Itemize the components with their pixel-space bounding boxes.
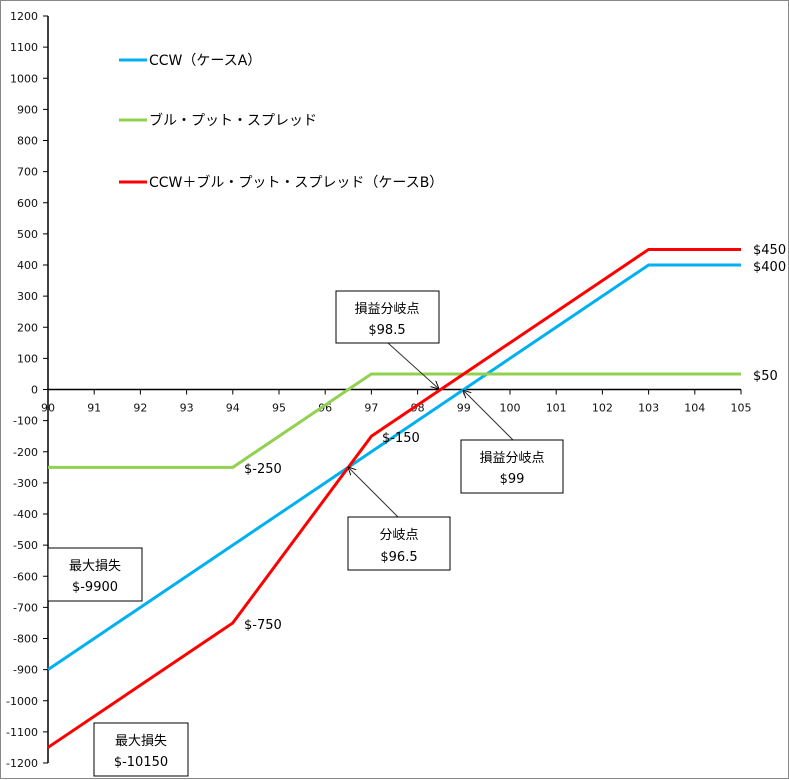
annotation-breakeven-99: 損益分岐点 $99 bbox=[460, 390, 564, 494]
y-tick-label: -1000 bbox=[6, 695, 38, 708]
annotation-value: $99 bbox=[500, 472, 525, 487]
annotation-title: 最大損失 bbox=[69, 559, 121, 574]
y-tick-label: -400 bbox=[13, 508, 38, 521]
annotation-max-loss-a: 最大損失 $-9900 bbox=[47, 547, 143, 602]
annotation-title: 分岐点 bbox=[379, 528, 418, 543]
annotation-box bbox=[460, 439, 564, 494]
x-tick-label: 93 bbox=[180, 402, 194, 415]
legend-label-2: ブル・プット・スプレッド bbox=[149, 112, 317, 129]
annotation-value: $-10150 bbox=[114, 755, 168, 770]
y-tick-label: -700 bbox=[13, 601, 38, 614]
y-tick-label: 200 bbox=[17, 321, 38, 334]
y-tick-label: 800 bbox=[17, 135, 38, 148]
x-tick-label: 105 bbox=[731, 402, 752, 415]
x-tick-label: 100 bbox=[500, 402, 521, 415]
annotation-box bbox=[335, 290, 440, 344]
annotation-value: $98.5 bbox=[368, 323, 405, 338]
data-label-minus-150: $-150 bbox=[382, 431, 420, 446]
data-label-50: $50 bbox=[753, 369, 778, 384]
annotation-title: 最大損失 bbox=[115, 734, 167, 749]
y-tick-label: -900 bbox=[13, 664, 38, 677]
legend-label-1: CCW（ケースA） bbox=[149, 53, 261, 69]
annotation-title: 損益分岐点 bbox=[479, 451, 544, 466]
x-tick-label: 102 bbox=[592, 402, 613, 415]
x-tick-label: 99 bbox=[457, 402, 471, 415]
y-tick-label: 1000 bbox=[10, 72, 38, 85]
legend-label-3: CCW＋ブル・プット・スプレッド（ケースB） bbox=[149, 174, 443, 191]
annotation-box bbox=[347, 516, 451, 571]
annotation-title: 損益分岐点 bbox=[354, 302, 419, 317]
data-label-minus-750: $-750 bbox=[244, 618, 282, 633]
x-tick-label: 104 bbox=[684, 402, 705, 415]
y-tick-label: -500 bbox=[13, 539, 38, 552]
y-tick-label: 100 bbox=[17, 352, 38, 365]
y-tick-label: 0 bbox=[31, 384, 38, 397]
data-label-400: $400 bbox=[753, 260, 786, 275]
x-tick-label: 95 bbox=[272, 402, 286, 415]
y-tick-label: -200 bbox=[13, 446, 38, 459]
y-tick-label: -1200 bbox=[6, 757, 38, 770]
y-tick-label: 400 bbox=[17, 259, 38, 272]
annotation-arrow bbox=[348, 467, 399, 518]
annotation-value: $-9900 bbox=[72, 580, 118, 595]
data-label-minus-250: $-250 bbox=[244, 462, 282, 477]
y-tick-label: -300 bbox=[13, 477, 38, 490]
y-tick-label: -800 bbox=[13, 633, 38, 646]
annotation-arrow bbox=[463, 390, 514, 441]
y-tick-label: -100 bbox=[13, 415, 38, 428]
series-line-2 bbox=[48, 372, 741, 469]
y-tick-label: 900 bbox=[17, 103, 38, 116]
y-tick-label: 500 bbox=[17, 228, 38, 241]
annotation-arrow bbox=[387, 342, 439, 389]
annotation-crossover-96-5: 分岐点 $96.5 bbox=[347, 467, 451, 571]
annotation-max-loss-b: 最大損失 $-10150 bbox=[93, 722, 189, 777]
x-tick-label: 97 bbox=[364, 402, 378, 415]
y-tick-label: -1100 bbox=[6, 726, 38, 739]
x-tick-label: 94 bbox=[226, 402, 240, 415]
y-tick-label: 1200 bbox=[10, 10, 38, 23]
data-label-450: $450 bbox=[753, 243, 786, 258]
x-tick-label: 98 bbox=[411, 402, 425, 415]
series-line-3 bbox=[47, 247, 741, 749]
x-tick-label: 91 bbox=[87, 402, 101, 415]
y-tick-label: 1100 bbox=[10, 41, 38, 54]
annotation-breakeven-98-5: 損益分岐点 $98.5 bbox=[335, 290, 440, 389]
y-tick-label: 300 bbox=[17, 290, 38, 303]
annotation-box bbox=[47, 547, 143, 602]
annotation-value: $96.5 bbox=[380, 550, 417, 565]
x-tick-label: 92 bbox=[133, 402, 147, 415]
x-tick-label: 101 bbox=[546, 402, 567, 415]
series-line-1 bbox=[47, 263, 741, 671]
annotation-box bbox=[93, 722, 189, 777]
x-tick-label: 90 bbox=[41, 402, 55, 415]
x-tick-label: 96 bbox=[318, 402, 332, 415]
y-tick-label: 700 bbox=[17, 166, 38, 179]
x-tick-label: 103 bbox=[638, 402, 659, 415]
y-tick-label: 600 bbox=[17, 197, 38, 210]
y-tick-label: -600 bbox=[13, 570, 38, 583]
